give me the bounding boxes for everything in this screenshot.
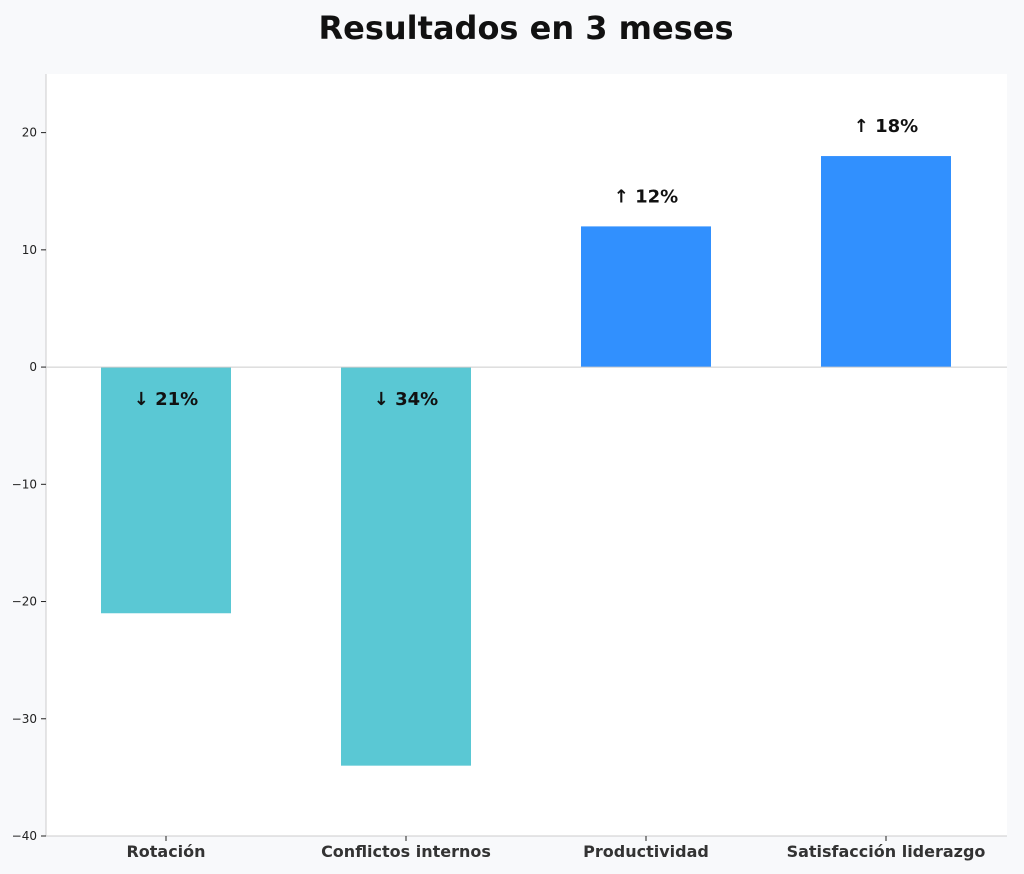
data-label-1: ↓ 34%	[374, 389, 438, 410]
bar-2	[581, 226, 711, 368]
data-labels-group: ↓ 21% ↓ 34% ↑ 12% ↑ 18%	[134, 116, 918, 410]
x-tick-label: Satisfacción liderazgo	[787, 842, 986, 861]
x-tick-label: Productividad	[583, 842, 709, 861]
y-tick-label: 20	[22, 126, 37, 140]
y-tick-label: −10	[12, 477, 37, 491]
x-axis: Rotación Conflictos internos Productividad…	[46, 835, 1007, 861]
data-label-0: ↓ 21%	[134, 389, 198, 410]
bar-3	[821, 156, 951, 368]
data-label-2: ↑ 12%	[614, 186, 678, 207]
bar-1	[341, 367, 471, 766]
data-label-3: ↑ 18%	[854, 116, 918, 137]
x-tick-label: Conflictos internos	[321, 842, 491, 861]
bars-group	[101, 156, 951, 766]
y-axis: 20 10 0 −10 −20 −30 −40	[12, 74, 47, 843]
y-tick-label: −20	[12, 595, 37, 609]
chart-title: Resultados en 3 meses	[319, 9, 734, 47]
y-tick-label: −30	[12, 712, 37, 726]
bar-0	[101, 367, 231, 614]
x-tick-label: Rotación	[126, 842, 205, 861]
y-tick-label: −40	[12, 829, 37, 843]
y-tick-label: 10	[22, 243, 37, 257]
y-tick-label: 0	[29, 360, 37, 374]
